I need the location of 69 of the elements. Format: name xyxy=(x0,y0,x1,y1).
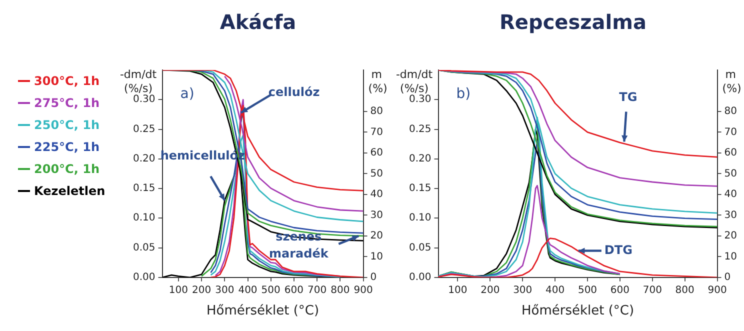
y2-tick-label: 40 xyxy=(724,189,738,200)
y-tick-label: 0.20 xyxy=(133,153,156,164)
y2-tick-label: 40 xyxy=(370,189,384,200)
legend-label: 225°C, 1h xyxy=(34,140,100,154)
y-axis-title: -dm/dt (%/s) xyxy=(396,68,434,95)
y2-axis-title: m (%) xyxy=(368,68,388,95)
y2-tick-label: 20 xyxy=(724,230,738,242)
y-tick-label: 0.30 xyxy=(409,94,432,106)
y2-tick-label: 70 xyxy=(370,126,384,138)
x-tick-label: 200 xyxy=(480,284,500,296)
y-tick-label: 0.30 xyxy=(133,94,156,106)
y-tick-label: 0.00 xyxy=(133,272,156,283)
y2-tick-label: 50 xyxy=(370,168,384,180)
y-tick-label: 0.10 xyxy=(133,212,156,224)
legend-label: 200°C, 1h xyxy=(34,162,100,176)
legend-label: 250°C, 1h xyxy=(34,118,100,132)
annotation: DTG xyxy=(604,242,632,257)
annotation: TG xyxy=(619,90,638,104)
x-tick-label: 600 xyxy=(610,284,630,296)
y2-tick-label: 60 xyxy=(370,148,384,159)
x-tick-label: 400 xyxy=(546,284,565,296)
y-tick-label: 0.05 xyxy=(409,242,432,254)
y2-tick-label: 30 xyxy=(370,210,384,221)
y2-tick-label: 20 xyxy=(370,230,384,242)
y-tick-label: 0.25 xyxy=(133,124,156,135)
annotation: cellulóz xyxy=(268,84,320,99)
x-tick-label: 100 xyxy=(168,284,188,296)
chart-title: Repceszalma xyxy=(500,10,646,34)
y-axis-title: -dm/dt (%/s) xyxy=(120,68,158,95)
y-tick-label: 0.10 xyxy=(409,212,432,224)
y-tick-label: 0.00 xyxy=(409,272,432,283)
x-axis-title: Hőmérséklet (°C) xyxy=(206,304,320,319)
x-tick-label: 100 xyxy=(448,284,468,296)
x-tick-label: 500 xyxy=(578,284,598,296)
y2-tick-label: 60 xyxy=(724,148,738,159)
x-tick-label: 700 xyxy=(642,284,662,296)
annotation: a) xyxy=(180,86,194,102)
y-tick-label: 0.15 xyxy=(409,183,432,194)
y-tick-label: 0.05 xyxy=(133,242,156,254)
y2-tick-label: 70 xyxy=(724,126,738,138)
y2-axis-title: m (%) xyxy=(722,68,742,95)
x-tick-label: 300 xyxy=(215,284,234,296)
annotation: b) xyxy=(456,86,471,102)
x-tick-label: 200 xyxy=(192,284,212,296)
x-tick-label: 900 xyxy=(354,284,373,296)
chart-title: Akácfa xyxy=(220,10,296,34)
x-tick-label: 800 xyxy=(675,284,694,296)
x-tick-label: 400 xyxy=(238,284,258,296)
y2-tick-label: 10 xyxy=(370,251,384,262)
x-tick-label: 700 xyxy=(308,284,327,296)
y-tick-label: 0.15 xyxy=(133,183,156,194)
x-tick-label: 500 xyxy=(261,284,280,296)
x-tick-label: 600 xyxy=(284,284,304,296)
y2-tick-label: 80 xyxy=(724,106,738,118)
x-tick-label: 800 xyxy=(330,284,350,296)
legend-label: 275°C, 1h xyxy=(34,96,100,110)
y-tick-label: 0.25 xyxy=(409,124,432,135)
y2-tick-label: 10 xyxy=(724,251,738,262)
legend-label: 300°C, 1h xyxy=(34,74,100,88)
x-axis-title: Hőmérséklet (°C) xyxy=(521,304,634,319)
y2-tick-label: 50 xyxy=(724,168,738,180)
x-tick-label: 300 xyxy=(513,284,532,296)
y-tick-label: 0.20 xyxy=(409,153,432,164)
y2-tick-label: 80 xyxy=(370,106,384,118)
y2-tick-label: 0 xyxy=(370,272,377,283)
y2-tick-label: 0 xyxy=(724,272,731,283)
legend-label: Kezeletlen xyxy=(34,184,106,198)
x-tick-label: 900 xyxy=(708,284,727,296)
y2-tick-label: 30 xyxy=(724,210,738,221)
